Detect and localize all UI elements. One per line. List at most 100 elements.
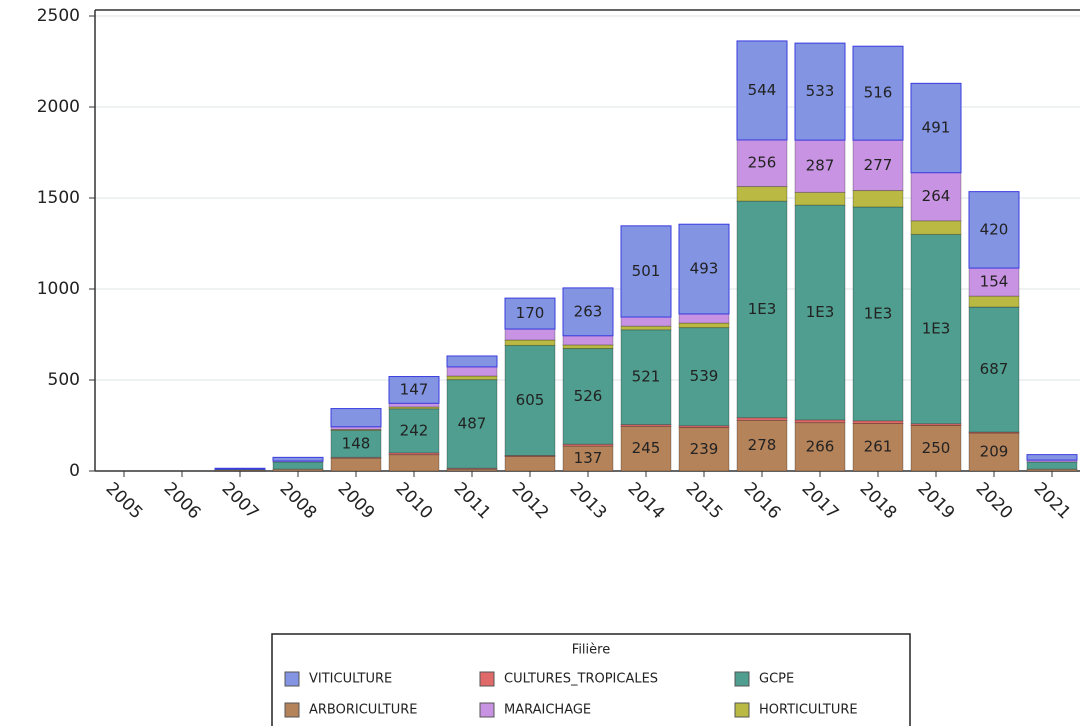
bar-segment — [388, 454, 440, 472]
data-label: 501 — [632, 262, 661, 280]
bar-segment — [272, 461, 324, 470]
data-label: 250 — [922, 439, 951, 457]
bar-segment — [852, 190, 904, 208]
y-tick-label: 2000 — [37, 97, 80, 117]
legend-label: CULTURES_TROPICALES — [504, 672, 658, 687]
x-tick-label: 2021 — [1030, 479, 1075, 524]
data-label: 278 — [748, 436, 777, 454]
x-tick-label: 2010 — [392, 479, 437, 524]
y-tick-label: 500 — [48, 370, 80, 390]
bar-segment — [330, 429, 382, 458]
bar-segment — [562, 344, 614, 350]
bar-segment — [794, 191, 846, 206]
bar-segment — [910, 220, 962, 235]
bar-segment — [388, 376, 440, 404]
bar-segment — [736, 186, 788, 202]
x-tick-label: 2016 — [740, 479, 785, 524]
bar-segment — [794, 204, 846, 421]
bar-segment — [446, 366, 498, 377]
data-label: 1E3 — [864, 304, 893, 322]
data-label: 539 — [690, 367, 719, 385]
y-tick-label: 1500 — [37, 188, 80, 208]
legend-label: MARAICHAGE — [504, 703, 591, 718]
legend-swatch — [734, 671, 750, 687]
bar-segment — [910, 233, 962, 425]
data-label: 277 — [864, 156, 893, 174]
bar-segment — [330, 457, 382, 472]
data-label: 420 — [980, 220, 1009, 238]
data-label: 261 — [864, 438, 893, 456]
bar-segment — [968, 432, 1020, 472]
legend-swatch — [734, 702, 750, 718]
data-label: 148 — [342, 434, 371, 452]
x-tick-label: 2018 — [856, 479, 901, 524]
data-label: 493 — [690, 260, 719, 278]
bar-segment — [504, 328, 556, 341]
x-tick-label: 2008 — [276, 479, 321, 524]
data-label: 1E3 — [806, 303, 835, 321]
data-label: 170 — [516, 304, 545, 322]
bar-segment — [1026, 461, 1078, 470]
bar-segment — [678, 313, 730, 324]
bar-segment — [388, 402, 440, 408]
x-tick-label: 2020 — [972, 479, 1017, 524]
x-tick-label: 2007 — [218, 479, 263, 524]
legend-box — [271, 633, 911, 726]
bar-segment — [968, 295, 1020, 308]
bar-segment — [736, 40, 788, 141]
legend-label: ARBORICULTURE — [309, 703, 417, 718]
bar-segment — [678, 322, 730, 329]
bar-segment — [794, 139, 846, 193]
x-tick-label: 2009 — [334, 479, 379, 524]
legend-swatch — [479, 702, 495, 718]
data-label: 526 — [574, 387, 603, 405]
y-tick-label: 1000 — [37, 279, 80, 299]
x-tick-label: 2006 — [160, 479, 205, 524]
data-label: 266 — [806, 437, 835, 455]
data-label: 544 — [748, 81, 777, 99]
bar-segment — [214, 467, 266, 470]
bar-segment — [504, 455, 556, 472]
data-label: 242 — [400, 421, 429, 439]
bar-segment — [678, 223, 730, 315]
bar-segment — [446, 379, 498, 469]
bar-segment — [330, 408, 382, 428]
bar-segment — [1026, 454, 1078, 461]
bar-segment — [562, 445, 614, 472]
bar-segment — [504, 339, 556, 346]
legend-title: Filière — [572, 643, 610, 658]
legend-swatch — [284, 671, 300, 687]
legend-swatch — [284, 702, 300, 718]
bar-segment — [968, 191, 1020, 269]
bar-segment — [446, 375, 498, 381]
bar-segment — [620, 225, 672, 318]
bar-segment — [620, 316, 672, 327]
data-label: 209 — [980, 442, 1009, 460]
y-tick-label: 2500 — [37, 6, 80, 26]
data-label: 1E3 — [922, 320, 951, 338]
x-tick-label: 2019 — [914, 479, 959, 524]
bar-segment — [446, 355, 498, 368]
x-tick-label: 2005 — [102, 479, 147, 524]
bar-segment — [562, 335, 614, 346]
data-label: 521 — [632, 368, 661, 386]
bar-segment — [388, 408, 440, 454]
legend-label: HORTICULTURE — [759, 703, 858, 718]
data-label: 687 — [980, 360, 1009, 378]
bar-segment — [910, 425, 962, 472]
data-label: 491 — [922, 119, 951, 137]
bar-segment — [678, 327, 730, 427]
bar-segment — [736, 200, 788, 419]
data-label: 147 — [400, 380, 429, 398]
x-tick-label: 2013 — [566, 479, 611, 524]
bar-segment — [852, 45, 904, 141]
y-tick-label: 0 — [69, 461, 80, 481]
bar-segment — [504, 344, 556, 457]
bar-segment — [678, 427, 730, 472]
data-label: 137 — [574, 449, 603, 467]
x-tick-label: 2012 — [508, 479, 553, 524]
legend-swatch — [479, 671, 495, 687]
bar-segment — [852, 422, 904, 472]
data-label: 516 — [864, 84, 893, 102]
legend-label: VITICULTURE — [309, 672, 392, 687]
